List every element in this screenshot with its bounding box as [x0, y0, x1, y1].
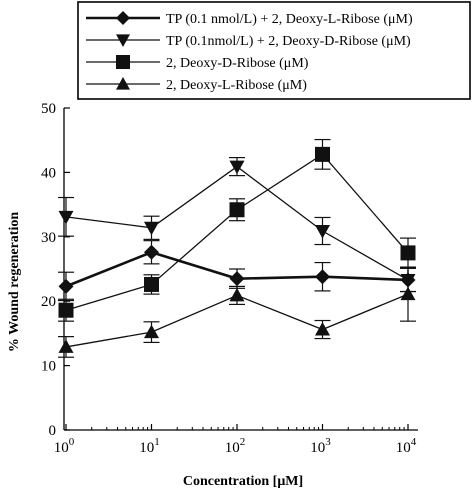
y-tick-label: 0 [49, 423, 57, 439]
data-point [58, 339, 74, 353]
series-line [65, 165, 409, 281]
data-point [229, 202, 245, 218]
x-tick-exponent: 0 [69, 436, 75, 448]
legend-label: TP (0.1 nmol/L) + 2, Deoxy-L-Ribose (μM) [166, 12, 413, 27]
data-point [315, 322, 330, 336]
data-point [229, 271, 245, 287]
data-point [400, 286, 416, 301]
series-2 [58, 156, 416, 293]
legend-item: 2, Deoxy-L-Ribose (μM) [86, 77, 307, 93]
x-tick-base: 10 [396, 440, 411, 456]
data-point [58, 210, 74, 225]
x-axis-label: Concentration [μM] [183, 474, 303, 489]
x-tick-label: 103 [310, 436, 331, 456]
x-tick-exponent: 3 [325, 436, 331, 448]
legend-item: TP (0.1 nmol/L) + 2, Deoxy-L-Ribose (μM) [86, 11, 413, 27]
x-tick-base: 10 [54, 440, 69, 456]
x-tick-base: 10 [310, 440, 325, 456]
y-axis-label: % Wound regeneration [7, 212, 22, 352]
data-point [144, 324, 159, 339]
legend-marker [116, 77, 130, 90]
series-3 [58, 138, 416, 322]
legend: TP (0.1 nmol/L) + 2, Deoxy-L-Ribose (μM)… [77, 1, 471, 100]
legend-label: 2, Deoxy-D-Ribose (μM) [166, 56, 309, 71]
data-point [315, 146, 330, 162]
legend-marker [116, 11, 130, 25]
data-point [58, 278, 74, 294]
series-4 [58, 266, 416, 358]
legend-label: 2, Deoxy-L-Ribose (μM) [166, 78, 307, 93]
x-tick-label: 100 [54, 436, 75, 456]
x-tick-exponent: 2 [240, 436, 246, 448]
x-tick-label: 101 [139, 436, 160, 456]
data-point [315, 269, 330, 285]
x-tick-label: 102 [225, 436, 246, 456]
y-tick-label: 40 [41, 165, 56, 181]
x-tick-label: 104 [396, 436, 417, 456]
data-point [144, 221, 159, 236]
legend-item: 2, Deoxy-D-Ribose (μM) [86, 55, 309, 71]
x-tick-exponent: 4 [411, 436, 417, 448]
legend-label: TP (0.1nmol/L) + 2, Deoxy-D-Ribose (μM) [166, 34, 411, 49]
legend-marker [116, 34, 130, 47]
y-tick-label: 30 [41, 230, 56, 246]
x-tick-exponent: 1 [154, 436, 160, 448]
y-tick-label: 20 [41, 294, 56, 310]
legend-item: TP (0.1nmol/L) + 2, Deoxy-D-Ribose (μM) [86, 34, 411, 49]
legend-marker [116, 55, 130, 69]
data-point [229, 287, 245, 302]
x-tick-base: 10 [139, 440, 154, 456]
x-tick-base: 10 [225, 440, 240, 456]
y-tick-label: 50 [41, 101, 56, 117]
data-point [229, 160, 245, 175]
data-point [400, 245, 416, 261]
data-point [144, 244, 159, 260]
data-point [315, 225, 330, 239]
plot-area [58, 138, 416, 358]
data-point [58, 302, 74, 318]
y-tick-label: 10 [41, 359, 56, 375]
data-point [144, 276, 159, 292]
